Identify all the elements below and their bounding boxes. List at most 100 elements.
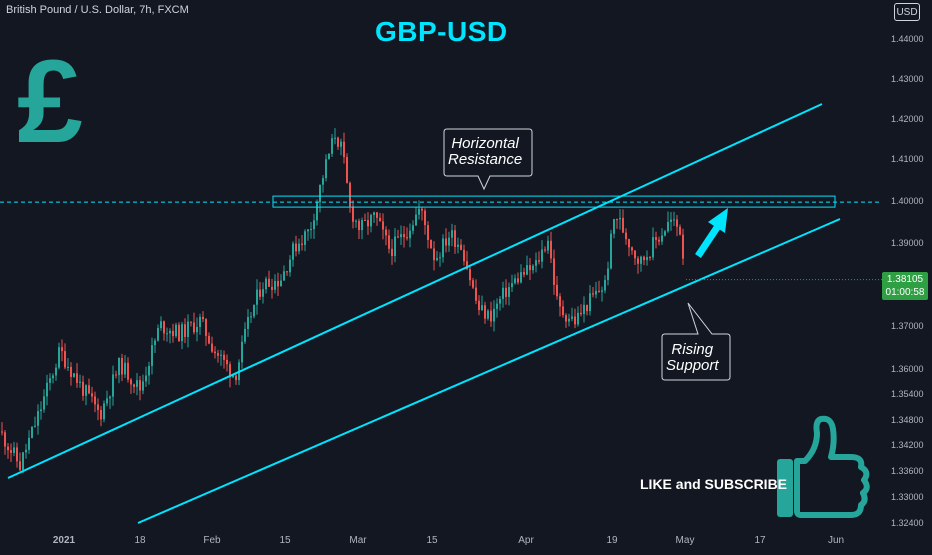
candle-body xyxy=(286,271,288,273)
candle-body xyxy=(358,220,360,231)
candle-body xyxy=(637,258,639,264)
candle-body xyxy=(361,220,363,231)
chart-heading: GBP-USD xyxy=(375,16,508,47)
candle-body xyxy=(46,382,48,397)
x-tick-label: 2021 xyxy=(53,535,76,546)
candle-body xyxy=(487,310,489,319)
candle-body xyxy=(94,396,96,405)
candle-body xyxy=(331,138,333,154)
last-price-tag: 1.38105 01:00:58 xyxy=(882,272,928,300)
thumbs-up-icon xyxy=(777,415,870,518)
thumb-outline xyxy=(794,415,870,518)
candle-body xyxy=(484,305,486,319)
candle-body xyxy=(67,367,69,369)
candle-body xyxy=(22,452,24,470)
support-line-2: Support xyxy=(666,357,719,374)
candle-body xyxy=(682,234,684,259)
candle-body xyxy=(97,404,99,411)
candle-body xyxy=(511,283,513,288)
x-axis: 2021 18 Feb 15 Mar 15 Apr 19 May 17 Jun xyxy=(53,535,844,546)
candle-body xyxy=(217,353,219,356)
support-line-1: Rising xyxy=(671,341,714,358)
candle-body xyxy=(31,426,33,438)
candle-body xyxy=(145,375,147,382)
candle-body xyxy=(340,141,342,147)
candle-body xyxy=(172,330,174,337)
candle-body xyxy=(337,137,339,147)
candle-body xyxy=(133,384,135,387)
candle-body xyxy=(241,341,243,363)
x-tick-label: Jun xyxy=(828,535,844,546)
candle-body xyxy=(64,351,66,368)
candle-body xyxy=(634,250,636,259)
candle-body xyxy=(40,409,42,412)
candle-body xyxy=(103,403,105,420)
candle-body xyxy=(187,321,189,337)
candle-body xyxy=(514,278,516,284)
x-tick-label: 15 xyxy=(426,535,438,546)
candle-body xyxy=(259,289,261,297)
y-tick-label: 1.35400 xyxy=(891,389,924,399)
candle-body xyxy=(433,248,435,261)
candle-body xyxy=(295,243,297,252)
candle-body xyxy=(412,225,414,231)
resistance-line-1: Horizontal xyxy=(451,135,519,152)
candle-body xyxy=(4,432,6,447)
y-tick-label: 1.36000 xyxy=(891,364,924,374)
candle-body xyxy=(598,290,600,292)
candle-body xyxy=(214,351,216,354)
candle-body xyxy=(274,280,276,290)
y-tick-label: 1.33000 xyxy=(891,492,924,502)
candle-body xyxy=(211,343,213,352)
candle-body xyxy=(208,335,210,344)
candle-body xyxy=(307,229,309,232)
resistance-zone xyxy=(272,195,836,208)
y-tick-label: 1.41000 xyxy=(891,154,924,164)
candle-body xyxy=(607,268,609,280)
candle-body xyxy=(553,258,555,285)
candle-body xyxy=(517,278,519,283)
candle-body xyxy=(85,385,87,396)
candle-body xyxy=(568,318,570,322)
y-tick-label: 1.34200 xyxy=(891,440,924,450)
candle-body xyxy=(415,214,417,226)
candle-body xyxy=(478,300,480,311)
candle-body xyxy=(469,269,471,281)
candle-body xyxy=(628,239,630,248)
icons-group: £ xyxy=(17,36,870,518)
candle-body xyxy=(136,380,138,387)
y-tick-label: 1.39000 xyxy=(891,238,924,248)
x-tick-label: 15 xyxy=(279,535,291,546)
candle-body xyxy=(490,310,492,322)
candle-body xyxy=(679,226,681,235)
candles-group xyxy=(1,128,684,474)
candle-body xyxy=(304,231,306,245)
candle-body xyxy=(403,234,405,238)
x-tick-label: Mar xyxy=(349,535,367,546)
candle-body xyxy=(277,280,279,287)
candle-body xyxy=(325,159,327,179)
currency-button[interactable]: USD xyxy=(894,3,920,21)
candle-body xyxy=(586,304,588,312)
last-price-value: 1.38105 xyxy=(886,274,924,285)
candle-body xyxy=(49,378,51,383)
candle-body xyxy=(394,236,396,256)
candle-body xyxy=(142,381,144,391)
candle-body xyxy=(526,265,528,275)
x-tick-label: Feb xyxy=(203,535,221,546)
candle-body xyxy=(268,278,270,287)
candle-body xyxy=(382,221,384,230)
candle-body xyxy=(580,312,582,315)
candle-body xyxy=(124,362,126,375)
candle-body xyxy=(61,347,63,352)
candle-body xyxy=(364,220,366,222)
candle-body xyxy=(1,431,3,433)
candle-body xyxy=(229,364,231,378)
candle-body xyxy=(577,312,579,325)
candle-body xyxy=(106,398,108,404)
candle-body xyxy=(355,220,357,222)
candle-body xyxy=(388,235,390,249)
candle-body xyxy=(265,278,267,290)
candle-body xyxy=(76,373,78,383)
